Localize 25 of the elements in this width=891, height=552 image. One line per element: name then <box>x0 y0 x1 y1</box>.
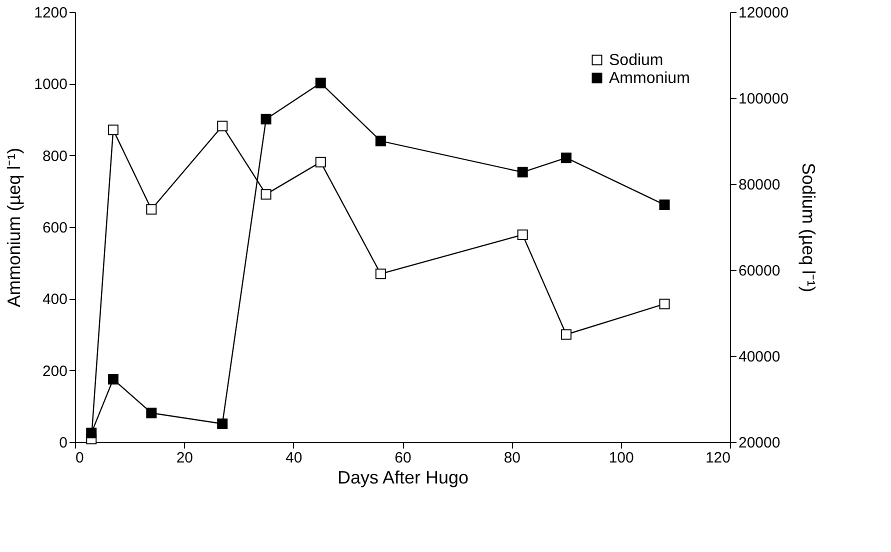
x-tick-label: 120 <box>705 450 730 466</box>
x-tick-label: 0 <box>76 450 84 466</box>
y-axis-title: Ammonium (µeq l⁻¹) <box>4 148 24 308</box>
y2-tick-label: 80000 <box>738 176 780 194</box>
x-axis-title: Days After Hugo <box>337 468 469 488</box>
y-tick-label: 600 <box>42 220 68 236</box>
x-tick-label: 100 <box>608 450 634 466</box>
y-tick-label: 200 <box>42 362 68 380</box>
y-tick-label: 400 <box>42 291 68 308</box>
y-tick-label: 800 <box>42 148 68 165</box>
y-tick-label: 1200 <box>34 4 68 22</box>
y2-axis-title: Sodium (µeq l⁻¹) <box>798 162 819 292</box>
y-tick-label: 1000 <box>34 76 68 94</box>
y2-tick-label: 120000 <box>738 4 789 22</box>
y-tick-label: 0 <box>59 434 68 452</box>
legend-label: Sodium <box>609 52 664 69</box>
y2-tick-label: 20000 <box>738 434 780 452</box>
legend-label: Ammonium <box>609 70 690 87</box>
y2-tick-label: 100000 <box>738 90 789 108</box>
y2-tick-label: 40000 <box>738 348 780 366</box>
y2-tick-label: 60000 <box>738 262 780 280</box>
x-tick-label: 60 <box>394 450 412 466</box>
x-tick-label: 80 <box>504 450 521 466</box>
x-tick-label: 20 <box>176 450 194 466</box>
x-tick-label: 40 <box>285 450 302 466</box>
